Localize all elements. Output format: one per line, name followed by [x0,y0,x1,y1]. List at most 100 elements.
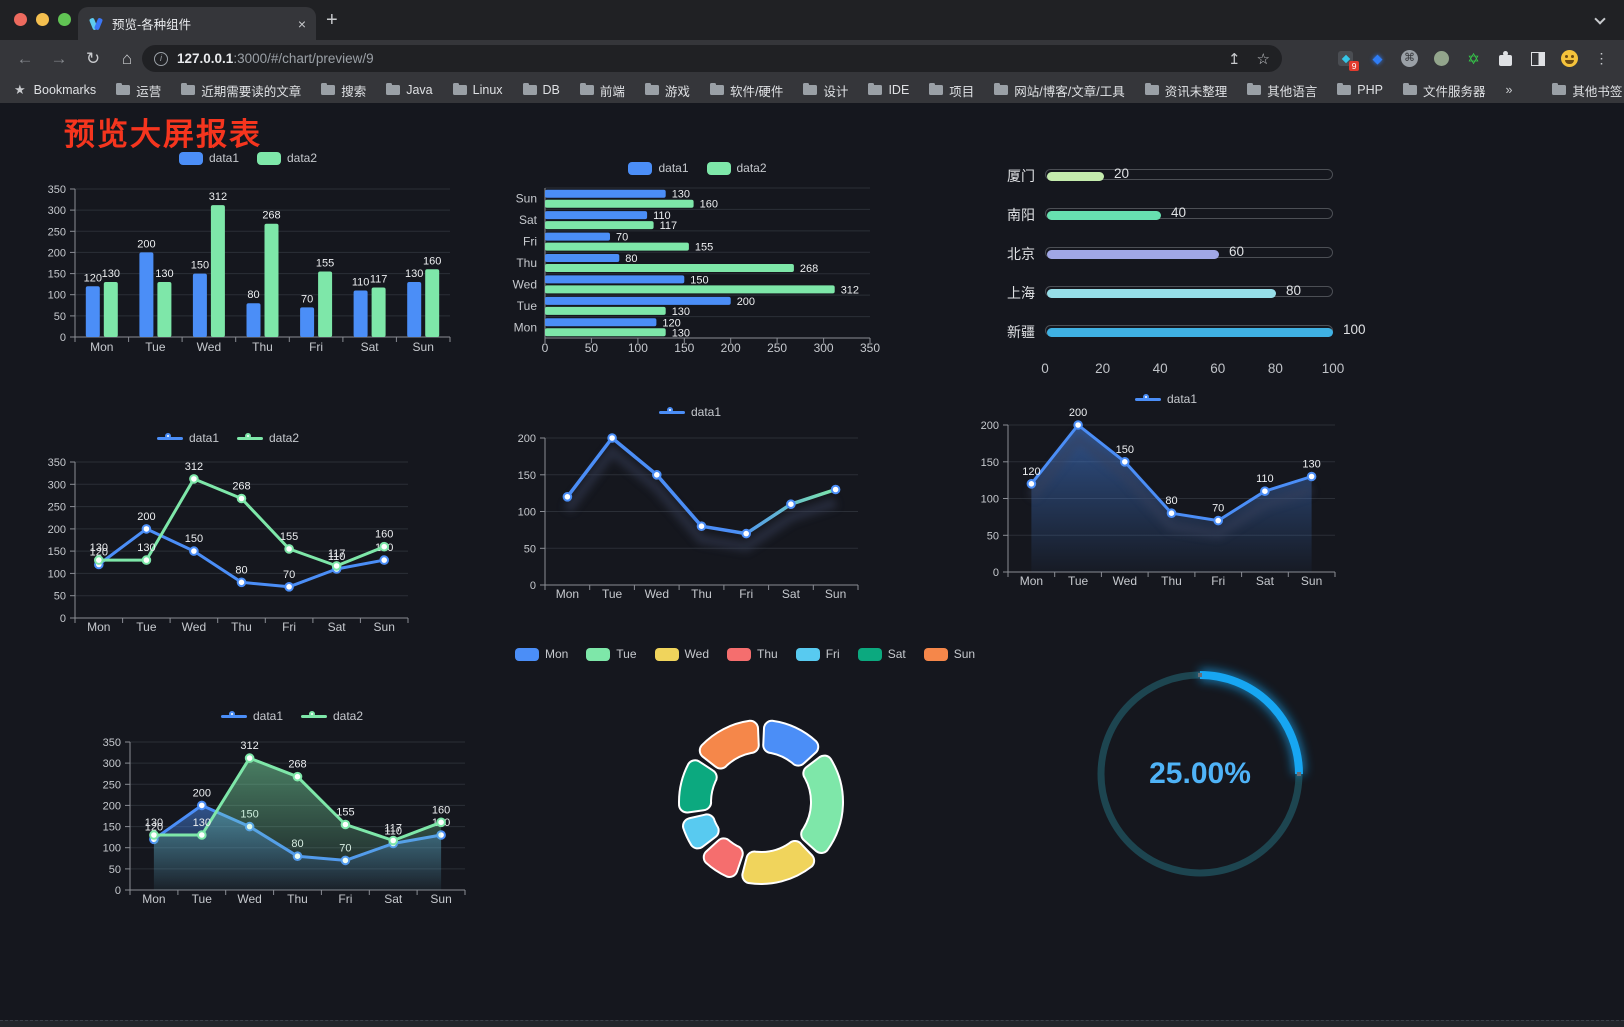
folder-icon [868,82,883,95]
progress-label: 新疆 [1007,324,1035,340]
extension-lamp-icon[interactable]: ◆ [1372,50,1383,66]
svg-text:200: 200 [193,787,211,799]
bookmarks-caption[interactable]: Bookmarks [33,83,97,97]
bookmark-folder-item[interactable]: 近期需要读的文章 [181,81,301,100]
browser-tab[interactable]: 预览-各种组件 × [78,7,316,40]
site-info-icon[interactable]: i [154,51,168,66]
progress-label: 上海 [1007,285,1035,301]
extension-star-icon[interactable]: ✡ [1467,50,1480,68]
tab-close-icon[interactable]: × [297,15,306,32]
legend-item[interactable]: data2 [257,151,317,165]
bookmark-folder-item[interactable]: 文件服务器 [1402,81,1485,100]
reader-mode-icon[interactable] [1530,51,1545,66]
bookmark-folder-item[interactable]: PHP [1337,82,1383,97]
bookmark-folder-item[interactable]: 设计 [803,81,848,100]
bookmark-folder-item[interactable]: 其他语言 [1247,81,1317,100]
maximize-window-button[interactable] [58,13,71,26]
emoji-extension-icon[interactable] [1561,50,1578,67]
browser-menu-icon[interactable]: ⋮ [1594,50,1609,66]
progress-value: 20 [1114,166,1130,181]
legend-swatch [586,647,611,661]
forward-button[interactable]: → [50,48,68,68]
bookmark-folder-item[interactable]: Java [386,82,433,97]
svg-text:Fri: Fri [739,587,753,601]
bookmark-folder-item[interactable]: 搜索 [321,81,366,100]
extensions-puzzle-icon[interactable] [1499,51,1512,66]
svg-text:70: 70 [283,569,295,581]
legend-item[interactable]: data1 [220,709,283,723]
bookmark-star-icon[interactable]: ☆ [1256,50,1270,68]
svg-text:312: 312 [841,284,859,296]
bookmark-folder-item[interactable]: 游戏 [644,81,690,100]
home-button[interactable]: ⌂ [121,48,133,68]
legend-item[interactable]: Wed [654,647,709,661]
legend-item[interactable]: data2 [706,161,767,175]
legend-item[interactable]: Fri [795,647,840,661]
share-icon[interactable]: ↥ [1227,50,1241,68]
legend-item[interactable]: Sat [857,647,906,661]
chart-canvas [1097,669,1305,877]
legend-item[interactable]: data1 [658,405,721,419]
svg-text:Sun: Sun [413,340,434,354]
svg-text:0: 0 [542,341,549,355]
legend-swatch [156,432,183,440]
chart-canvas: 0 50 100 150 200 250 300 350 Mon Tue Wed Thu Fri Sat S… [48,184,451,354]
svg-text:Wed: Wed [182,620,206,634]
svg-text:Sat: Sat [782,587,801,601]
svg-text:130: 130 [672,189,690,201]
axis-tick-label: 100 [1321,361,1345,376]
legend-item[interactable]: Tue [586,647,637,661]
area-chart-single: data1 0 50 100 150 200 Mon Tue Wed Thu Fri Sat Sun 12… [975,385,1357,600]
legend-item[interactable]: data1 [156,431,219,445]
svg-text:Mon: Mon [142,892,165,906]
bookmark-folder-item[interactable]: 前端 [579,81,625,100]
legend-item[interactable]: data2 [301,709,363,723]
legend-item[interactable]: data1 [1134,392,1197,406]
legend-item[interactable]: Mon [514,647,568,661]
extension-dot-icon[interactable] [1434,51,1449,66]
progress-label: 北京 [1007,246,1035,262]
svg-text:155: 155 [316,258,334,270]
bookmark-folder-item[interactable]: 运营 [116,81,161,100]
minimize-window-button[interactable] [36,13,49,26]
svg-text:Sun: Sun [374,620,395,634]
reload-button[interactable]: ↻ [85,48,101,68]
svg-text:Wed: Wed [237,892,261,906]
svg-text:200: 200 [737,296,755,308]
tab-title: 预览-各种组件 [112,18,192,32]
tab-search-chevron-icon[interactable] [1594,13,1606,25]
address-bar[interactable]: i 127.0.0.1:3000/#/chart/preview/9 ↥ ☆ [142,45,1282,72]
svg-text:150: 150 [1116,444,1134,456]
bookmark-folder-item[interactable]: 软件/硬件 [709,81,783,100]
bookmark-folder-item[interactable]: Linux [452,82,503,97]
extension-grid-icon[interactable]: 9 [1337,50,1359,71]
svg-text:Sun: Sun [516,192,537,206]
bookmark-folder-item[interactable]: DB [522,82,560,97]
bookmark-folder-item[interactable]: 项目 [929,81,974,100]
svg-text:312: 312 [185,461,203,473]
bookmark-folder-item[interactable]: 资讯未整理 [1144,81,1227,100]
progress-track [1045,208,1333,220]
progress-track [1045,247,1333,259]
other-bookmarks-folder[interactable]: 其他书签 [1552,81,1622,100]
folder-icon [1402,82,1417,95]
extension-icons: 9 ◆ ⌘ ✡ ⋮ [1337,40,1610,77]
legend-item[interactable]: Sun [923,647,975,661]
svg-text:120: 120 [1022,466,1040,478]
bookmarks-overflow-chevron[interactable]: » [1505,83,1513,97]
back-button[interactable]: ← [16,48,34,68]
bookmark-folder-item[interactable]: IDE [868,82,909,97]
legend-item[interactable]: data1 [628,161,689,175]
svg-text:Tue: Tue [517,299,538,313]
new-tab-button[interactable]: + [326,9,338,31]
legend-item[interactable]: data2 [237,431,299,445]
svg-text:130: 130 [155,268,173,280]
legend-item[interactable]: data1 [178,151,239,165]
close-window-button[interactable] [14,13,27,26]
svg-text:100: 100 [48,568,66,580]
progress-fill [1047,250,1219,259]
extension-command-icon[interactable]: ⌘ [1401,50,1418,67]
svg-text:50: 50 [54,591,66,603]
legend-item[interactable]: Thu [727,647,778,661]
bookmark-folder-item[interactable]: 网站/博客/文章/工具 [994,81,1125,100]
